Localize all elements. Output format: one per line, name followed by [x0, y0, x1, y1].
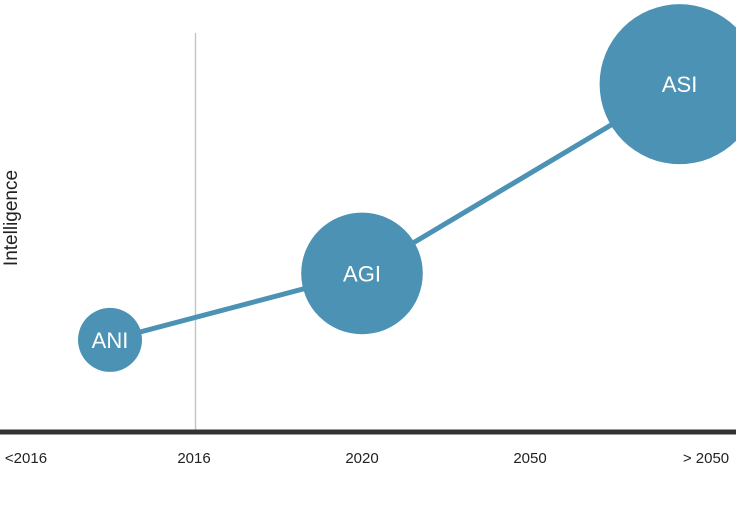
bubble-agi — [301, 212, 423, 335]
bubble-asi — [599, 4, 736, 165]
y-axis-label: Intelligence — [1, 170, 22, 266]
x-tick-label: 2050 — [513, 450, 546, 467]
bubble-label-ani: ANI — [92, 328, 129, 353]
bubble-label-agi: AGI — [343, 261, 381, 286]
x-tick-label: > 2050 — [683, 450, 729, 467]
x-tick-label: 2016 — [177, 450, 210, 467]
x-tick-label: <2016 — [5, 450, 47, 467]
bubble-ani — [78, 307, 142, 372]
x-tick-label: 2020 — [345, 450, 378, 467]
bubble-label-asi: ASI — [662, 72, 697, 97]
